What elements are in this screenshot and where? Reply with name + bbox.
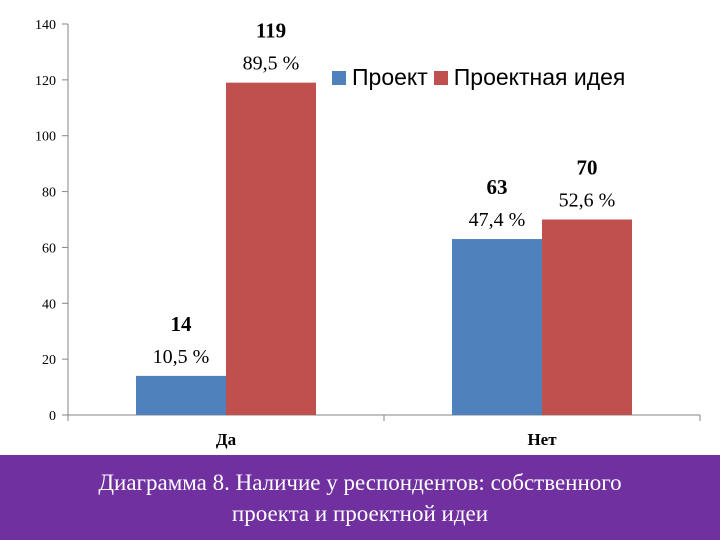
legend-swatch-project-idea: [433, 70, 448, 85]
y-tick-label: 0: [49, 409, 56, 424]
y-tick-label: 60: [42, 241, 56, 256]
y-tick-label: 120: [35, 74, 56, 89]
legend-swatch-project: [332, 70, 346, 85]
x-category-label: Нет: [527, 430, 557, 449]
caption-line-1: Диаграмма 8. Наличие у респондентов: соб…: [98, 470, 622, 495]
bar: [452, 239, 542, 415]
caption-banner: Диаграмма 8. Наличие у респондентов: соб…: [0, 455, 720, 540]
bar-chart: 0 20 40 60 80 100 120 140 Да 14 10,5 % 119 89,5 % Нет…: [35, 18, 701, 449]
x-category-label: Да: [216, 430, 237, 449]
bar-percent-label: 52,6 %: [559, 190, 616, 212]
bar: [226, 82, 316, 416]
bar-value-label: 63: [487, 175, 508, 199]
y-tick-label: 100: [35, 130, 56, 145]
bar: [136, 375, 226, 415]
legend-item-project-idea: Проектная идея: [433, 64, 626, 91]
bar-percent-label: 10,5 %: [153, 346, 210, 368]
bar-value-label: 70: [577, 156, 598, 180]
bar-percent-label: 47,4 %: [469, 209, 526, 231]
legend-label-project-idea: Проектная идея: [453, 64, 626, 90]
bar-value-label: 14: [171, 312, 193, 336]
y-tick-label: 20: [42, 353, 56, 368]
caption-line-2: проекта и проектной идеи: [231, 501, 489, 526]
bar: [542, 219, 632, 415]
bar-value-label: 119: [256, 19, 286, 43]
legend-label-project: Проект: [352, 64, 428, 90]
bar-percent-label: 89,5 %: [243, 53, 300, 75]
legend: Проект Проектная идея: [332, 64, 625, 91]
chart-area: 0 20 40 60 80 100 120 140 Да 14 10,5 % 119 89,5 % Нет…: [35, 18, 701, 449]
y-tick-label: 80: [42, 186, 56, 201]
y-tick-label: 40: [42, 297, 56, 312]
legend-item-project: Проект: [332, 64, 428, 91]
y-tick-label: 140: [35, 18, 56, 33]
